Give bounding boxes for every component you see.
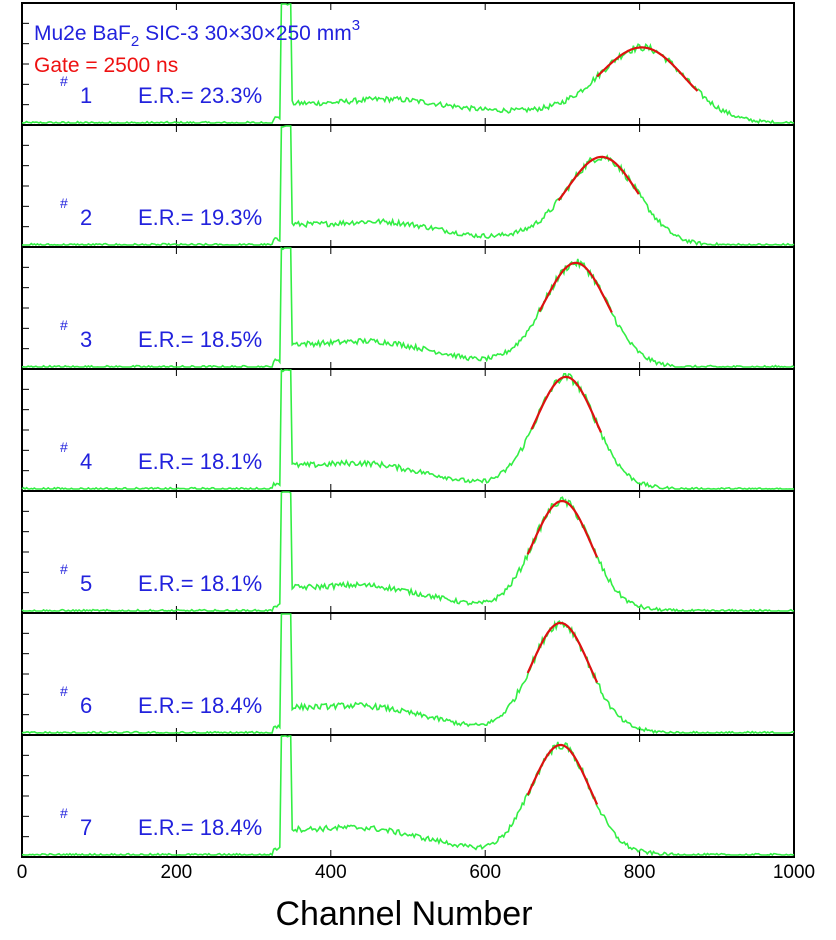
gaussian-fit-line: [538, 261, 613, 313]
panel-number: 4: [80, 449, 92, 474]
gaussian-fit-line: [526, 621, 599, 683]
chart-title: Mu2e BaF2 SIC-3 30×30×250 mm3: [34, 17, 360, 50]
x-tick-label: 800: [624, 862, 656, 883]
spectrum-panel-7: #7 E.R.= 18.4%: [21, 734, 795, 858]
panel-hash-label: #: [60, 439, 68, 455]
panel-hash-label: #: [60, 317, 68, 333]
x-axis: 0 200 400 600 800 1000: [17, 862, 815, 883]
panels-group: #1 E.R.= 23.3%#2 E.R.= 19.3%#3 E.R.= 18.5%#…: [21, 2, 795, 858]
energy-resolution-label: E.R.= 18.4%: [138, 693, 262, 718]
panel-number: 6: [80, 693, 92, 718]
title-part-1: Mu2e BaF: [34, 22, 131, 45]
panel-hash-label: #: [60, 195, 68, 211]
spectrum-panel-5: #5 E.R.= 18.1%: [21, 490, 795, 614]
panel-number: 1: [80, 83, 92, 108]
energy-resolution-label: E.R.= 18.1%: [138, 449, 262, 474]
gate-label: Gate = 2500 ns: [34, 54, 178, 77]
spectrum-panel-6: #6 E.R.= 18.4%: [21, 612, 795, 736]
panel-hash-label: #: [60, 73, 68, 89]
panel-number: 7: [80, 815, 92, 840]
panel-number: 5: [80, 571, 92, 596]
spectrum-panel-2: #2 E.R.= 19.3%: [21, 124, 795, 248]
spectrum-line: [21, 735, 795, 857]
panel-hash-label: #: [60, 561, 68, 577]
x-tick-label: 1000: [773, 862, 815, 883]
spectrum-line: [21, 368, 794, 491]
x-axis-title: Channel Number: [275, 895, 532, 933]
spectrum-panel-3: #3 E.R.= 18.5%: [21, 246, 795, 370]
gaussian-fit-line: [526, 743, 599, 805]
gaussian-fit-line: [596, 46, 699, 92]
spectrum-line: [21, 491, 795, 613]
gaussian-fit-line: [526, 499, 599, 558]
energy-resolution-label: E.R.= 23.3%: [138, 83, 262, 108]
x-tick-label: 400: [315, 862, 347, 883]
panel-number: 2: [80, 205, 92, 230]
energy-resolution-label: E.R.= 18.4%: [138, 815, 262, 840]
gaussian-fit-line: [530, 375, 603, 433]
x-tick-label: 600: [469, 862, 501, 883]
panel-number: 3: [80, 327, 92, 352]
panel-hash-label: #: [60, 683, 68, 699]
spectrum-panel-4: #4 E.R.= 18.1%: [21, 368, 795, 492]
title-part-2: SIC-3 30×30×250 mm: [139, 22, 351, 45]
x-tick-label: 200: [161, 862, 193, 883]
energy-resolution-label: E.R.= 19.3%: [138, 205, 262, 230]
spectrum-line: [22, 246, 795, 369]
spectrum-line: [21, 3, 795, 125]
energy-resolution-label: E.R.= 18.1%: [138, 571, 262, 596]
gaussian-fit-line: [557, 155, 640, 202]
title-superscript: 3: [352, 17, 360, 34]
spectrum-line: [22, 125, 795, 247]
x-tick-label: 0: [17, 862, 28, 883]
energy-resolution-label: E.R.= 18.5%: [138, 327, 262, 352]
panel-hash-label: #: [60, 805, 68, 821]
spectrum-line: [21, 613, 794, 735]
title-subscript: 2: [131, 33, 139, 50]
